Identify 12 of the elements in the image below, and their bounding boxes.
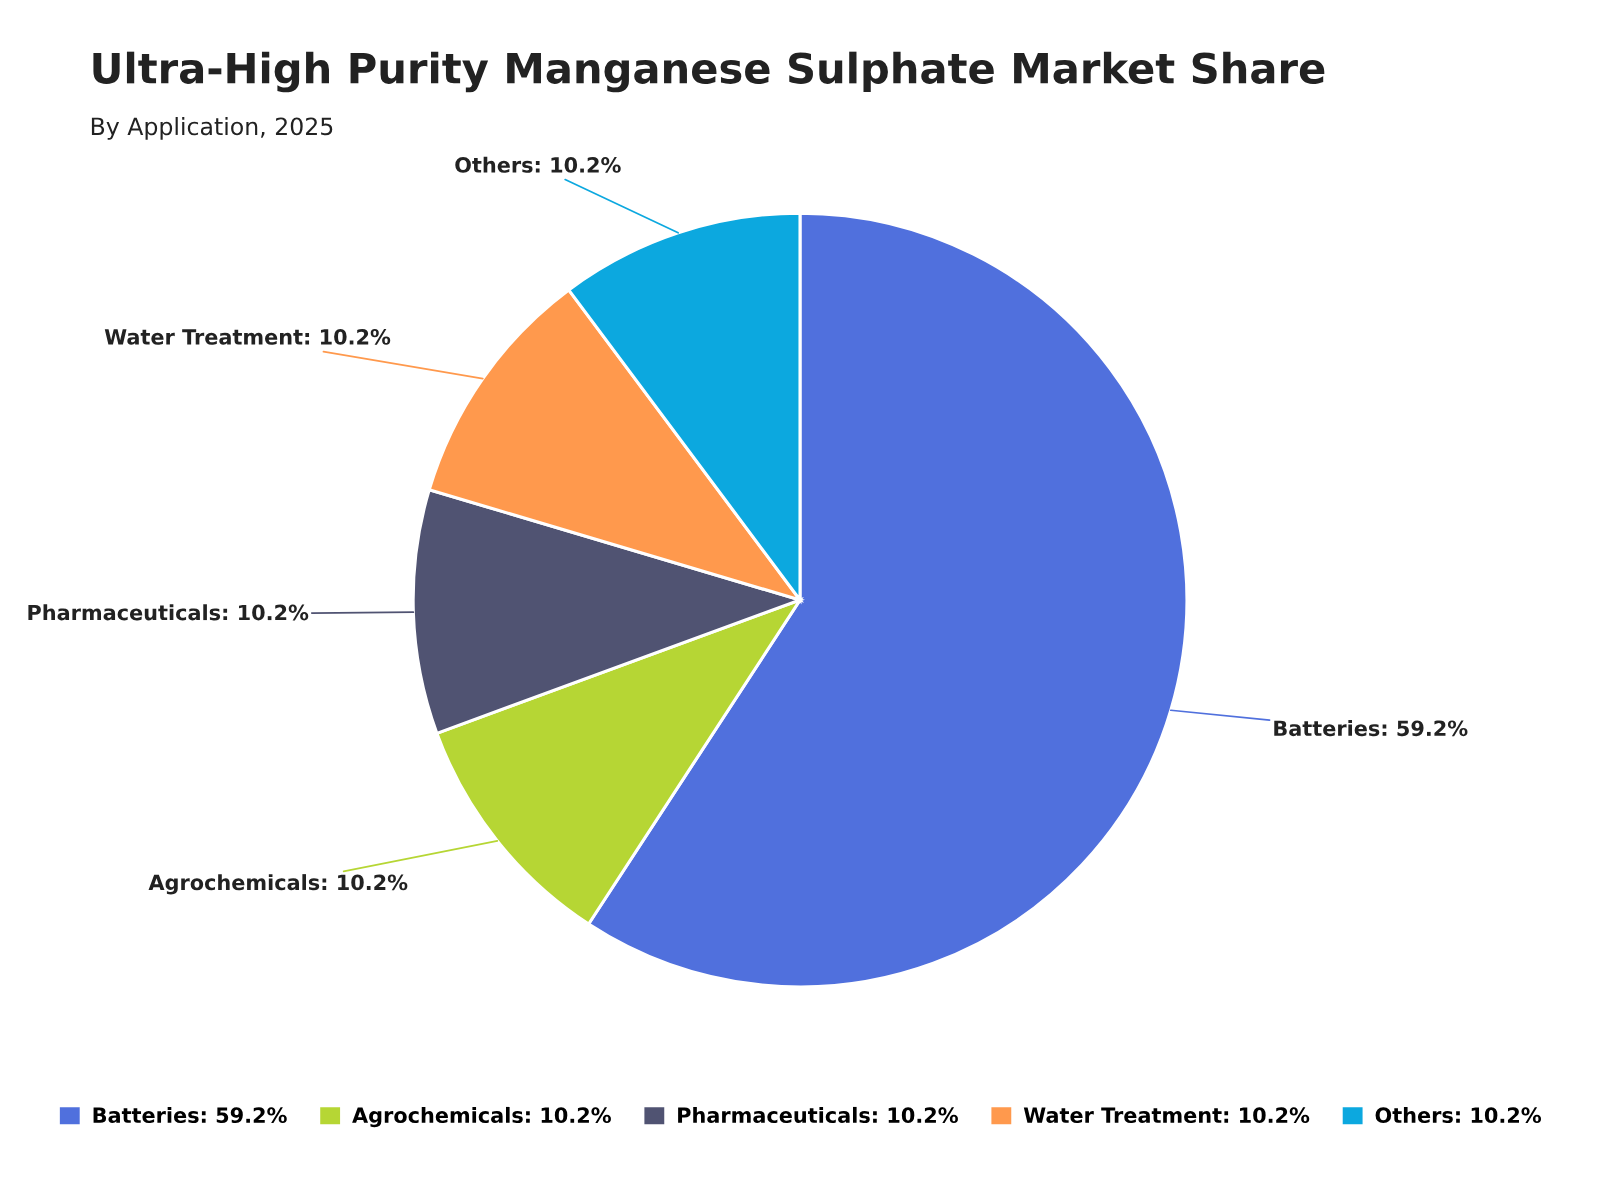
legend-label: Agrochemicals: 10.2% bbox=[352, 1106, 611, 1128]
slice-label: Batteries: 59.2% bbox=[1274, 720, 1468, 737]
chart-subtitle: By Application, 2025 bbox=[91, 116, 333, 140]
slice-label: Pharmaceuticals: 10.2% bbox=[28, 604, 309, 621]
legend-label: Water Treatment: 10.2% bbox=[1023, 1107, 1310, 1124]
slice-label: Water Treatment: 10.2% bbox=[104, 328, 391, 345]
chart-title: Ultra-High Purity Manganese Sulphate Market Share bbox=[93, 51, 1325, 93]
legend-label: Pharmaceuticals: 10.2% bbox=[678, 1106, 958, 1124]
legend-label: Others: 10.2% bbox=[1375, 1106, 1542, 1124]
slice-label: Others: 10.2% bbox=[455, 156, 621, 173]
legend-label: Batteries: 59.2% bbox=[93, 1106, 287, 1124]
slice-label: Agrochemicals: 10.2% bbox=[148, 874, 408, 895]
